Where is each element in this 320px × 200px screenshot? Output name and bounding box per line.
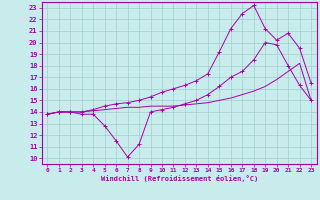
X-axis label: Windchill (Refroidissement éolien,°C): Windchill (Refroidissement éolien,°C) bbox=[100, 175, 258, 182]
